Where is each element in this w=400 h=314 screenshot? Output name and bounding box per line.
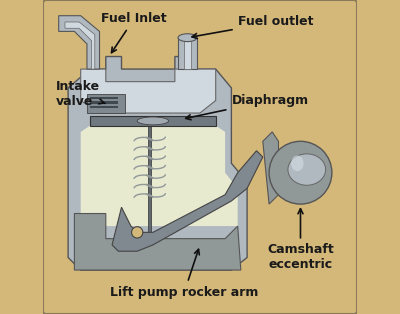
Bar — [90, 101, 118, 104]
Text: Fuel outlet: Fuel outlet — [192, 15, 313, 38]
Ellipse shape — [137, 117, 168, 125]
Ellipse shape — [288, 154, 326, 185]
Ellipse shape — [291, 155, 304, 171]
Text: Diaphragm: Diaphragm — [186, 94, 308, 120]
Polygon shape — [59, 16, 100, 69]
Polygon shape — [112, 151, 263, 251]
Bar — [148, 119, 151, 245]
Polygon shape — [263, 132, 278, 204]
Text: Camshaft
eccentric: Camshaft eccentric — [267, 209, 334, 272]
Circle shape — [269, 141, 332, 204]
Bar — [87, 94, 125, 113]
Ellipse shape — [178, 34, 197, 42]
Text: Fuel Inlet: Fuel Inlet — [101, 12, 167, 53]
Polygon shape — [74, 214, 241, 270]
Bar — [178, 38, 197, 69]
Polygon shape — [90, 116, 216, 126]
Polygon shape — [68, 57, 247, 270]
Polygon shape — [81, 126, 238, 226]
Circle shape — [132, 227, 143, 238]
Polygon shape — [65, 22, 95, 69]
Bar — [90, 106, 118, 108]
Bar — [184, 41, 190, 69]
Polygon shape — [81, 69, 216, 113]
Text: Lift pump rocker arm: Lift pump rocker arm — [110, 249, 258, 299]
Bar — [90, 97, 118, 99]
Text: Intake
valve: Intake valve — [56, 80, 105, 108]
